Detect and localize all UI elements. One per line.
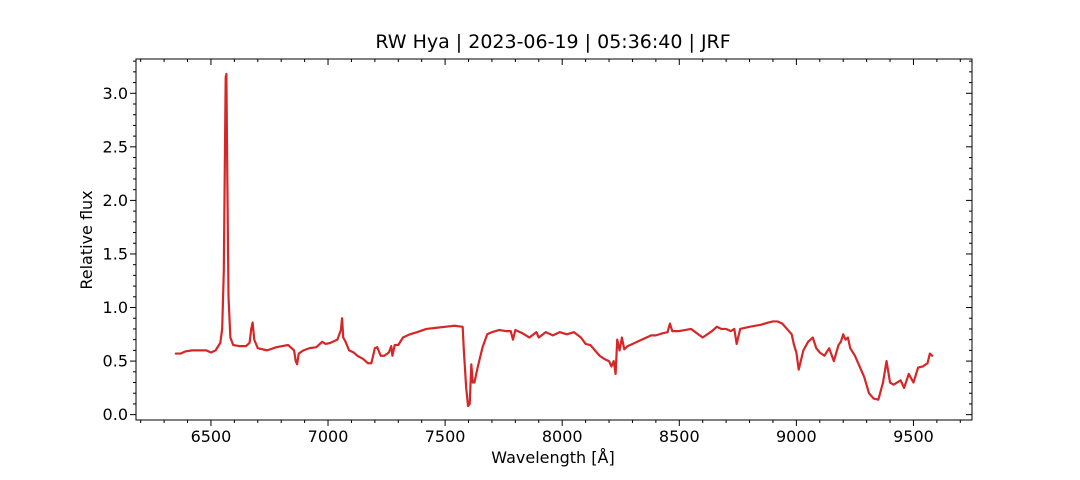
- y-axis-label: Relative flux: [77, 190, 96, 289]
- x-tick-label: 8500: [659, 427, 700, 446]
- y-tick-label: 2.5: [103, 137, 128, 156]
- plot-frame: [135, 58, 973, 421]
- y-tick-label: 0.5: [103, 352, 128, 371]
- x-tick-label: 9500: [893, 427, 934, 446]
- y-tick-label: 2.0: [103, 191, 128, 210]
- y-tick-label: 0.0: [103, 405, 128, 424]
- y-tick-label: 3.0: [103, 84, 128, 103]
- x-tick-label: 7500: [425, 427, 466, 446]
- x-axis: 6500 7000 7500 8000 8500 9000 9500: [140, 59, 961, 446]
- chart-title: RW Hya | 2023-06-19 | 05:36:40 | JRF: [375, 31, 730, 53]
- y-axis: 0.0 0.5 1.0 1.5 2.0 2.5 3.0: [103, 60, 972, 424]
- x-tick-label: 7000: [308, 427, 349, 446]
- x-tick-label: 6500: [191, 427, 232, 446]
- x-tick-label: 8000: [542, 427, 583, 446]
- spectrum-line: [174, 72, 934, 408]
- y-tick-label: 1.0: [103, 298, 128, 317]
- y-tick-label: 1.5: [103, 244, 128, 263]
- x-tick-label: 9000: [776, 427, 817, 446]
- x-axis-label: Wavelength [Å]: [491, 448, 614, 467]
